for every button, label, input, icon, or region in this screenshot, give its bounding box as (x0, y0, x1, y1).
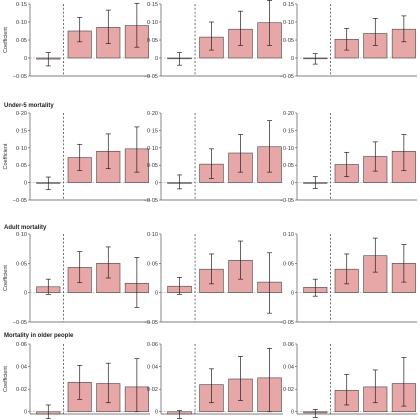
y-tick-label: 0·15 (147, 2, 158, 8)
y-tick-label: 0 (155, 181, 158, 187)
y-axis-label: Coefficient (3, 265, 9, 291)
y-tick-label: 0 (291, 291, 294, 297)
y-tick-label: 0·10 (16, 146, 27, 152)
y-tick-label: 0·05 (16, 261, 27, 267)
y-tick-label: 0·02 (147, 387, 158, 393)
y-tick-label: −0·05 (13, 74, 27, 80)
y-tick-label: 0·10 (16, 232, 27, 238)
y-tick-label: 0·15 (283, 2, 294, 8)
y-tick-label: 0·02 (283, 387, 294, 393)
y-tick-label: 0·05 (147, 261, 158, 267)
y-tick-label: −0·05 (280, 74, 294, 80)
y-tick-label: −0·05 (280, 320, 294, 326)
y-tick-label: 0·15 (147, 128, 158, 134)
y-tick-label: 0 (155, 56, 158, 62)
y-tick-label: 0·10 (283, 20, 294, 26)
row-title-under5: Under-5 mortality (4, 103, 54, 109)
y-tick-label: −0·05 (13, 320, 27, 326)
y-tick-label: 0·10 (147, 20, 158, 26)
y-tick-label: 0·20 (16, 111, 27, 117)
y-tick-label: −0·05 (13, 198, 27, 204)
y-tick-label: 0·06 (16, 342, 27, 348)
y-tick-label: 0·05 (283, 163, 294, 169)
row-title-adult: Adult mortality (4, 225, 47, 231)
y-tick-label: 0 (291, 56, 294, 62)
y-tick-label: 0 (291, 410, 294, 416)
y-tick-label: 0·20 (147, 111, 158, 117)
y-tick-label: 0·04 (147, 365, 158, 371)
y-tick-label: 0·15 (16, 128, 27, 134)
y-tick-label: 0·10 (16, 20, 27, 26)
y-tick-label: 0·05 (147, 163, 158, 169)
y-tick-label: 0 (24, 181, 27, 187)
y-tick-label: −0·05 (144, 320, 158, 326)
y-tick-label: 0·04 (283, 365, 294, 371)
y-tick-label: 0·05 (147, 38, 158, 44)
y-tick-label: 0 (291, 181, 294, 187)
y-tick-label: 0·05 (283, 261, 294, 267)
y-tick-label: 0·10 (147, 146, 158, 152)
y-tick-label: 0 (24, 410, 27, 416)
y-tick-label: −0·05 (144, 198, 158, 204)
y-tick-label: 0·10 (283, 232, 294, 238)
y-axis-label: Coefficient (3, 143, 9, 169)
y-axis-label: Coefficient (3, 27, 9, 53)
y-tick-label: 0 (155, 291, 158, 297)
y-tick-label: 0 (155, 410, 158, 416)
y-tick-label: 0·05 (16, 163, 27, 169)
row-title-older: Mortality in older people (4, 333, 74, 339)
y-tick-label: 0 (24, 56, 27, 62)
y-tick-label: −0·05 (144, 74, 158, 80)
y-tick-label: 0·02 (16, 387, 27, 393)
y-tick-label: 0·04 (16, 365, 27, 371)
y-tick-label: 0·15 (283, 128, 294, 134)
y-tick-label: 0·10 (283, 146, 294, 152)
y-tick-label: 0·20 (283, 111, 294, 117)
y-axis-label: Coefficient (3, 366, 9, 392)
y-tick-label: 0·10 (147, 232, 158, 238)
y-tick-label: 0·05 (16, 38, 27, 44)
y-tick-label: −0·05 (280, 198, 294, 204)
y-tick-label: 0·05 (283, 38, 294, 44)
y-tick-label: 0·15 (16, 2, 27, 8)
y-tick-label: 0·06 (283, 342, 294, 348)
y-tick-label: 0 (24, 291, 27, 297)
y-tick-label: 0·06 (147, 342, 158, 348)
